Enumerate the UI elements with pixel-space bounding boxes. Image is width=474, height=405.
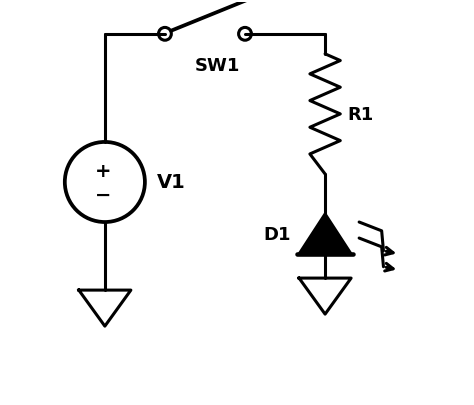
Text: D1: D1 [264,226,291,243]
Text: R1: R1 [347,106,374,124]
Text: SW1: SW1 [194,57,240,75]
Text: −: − [95,186,111,205]
Polygon shape [299,215,351,254]
Text: +: + [95,162,111,181]
Text: V1: V1 [157,173,186,192]
